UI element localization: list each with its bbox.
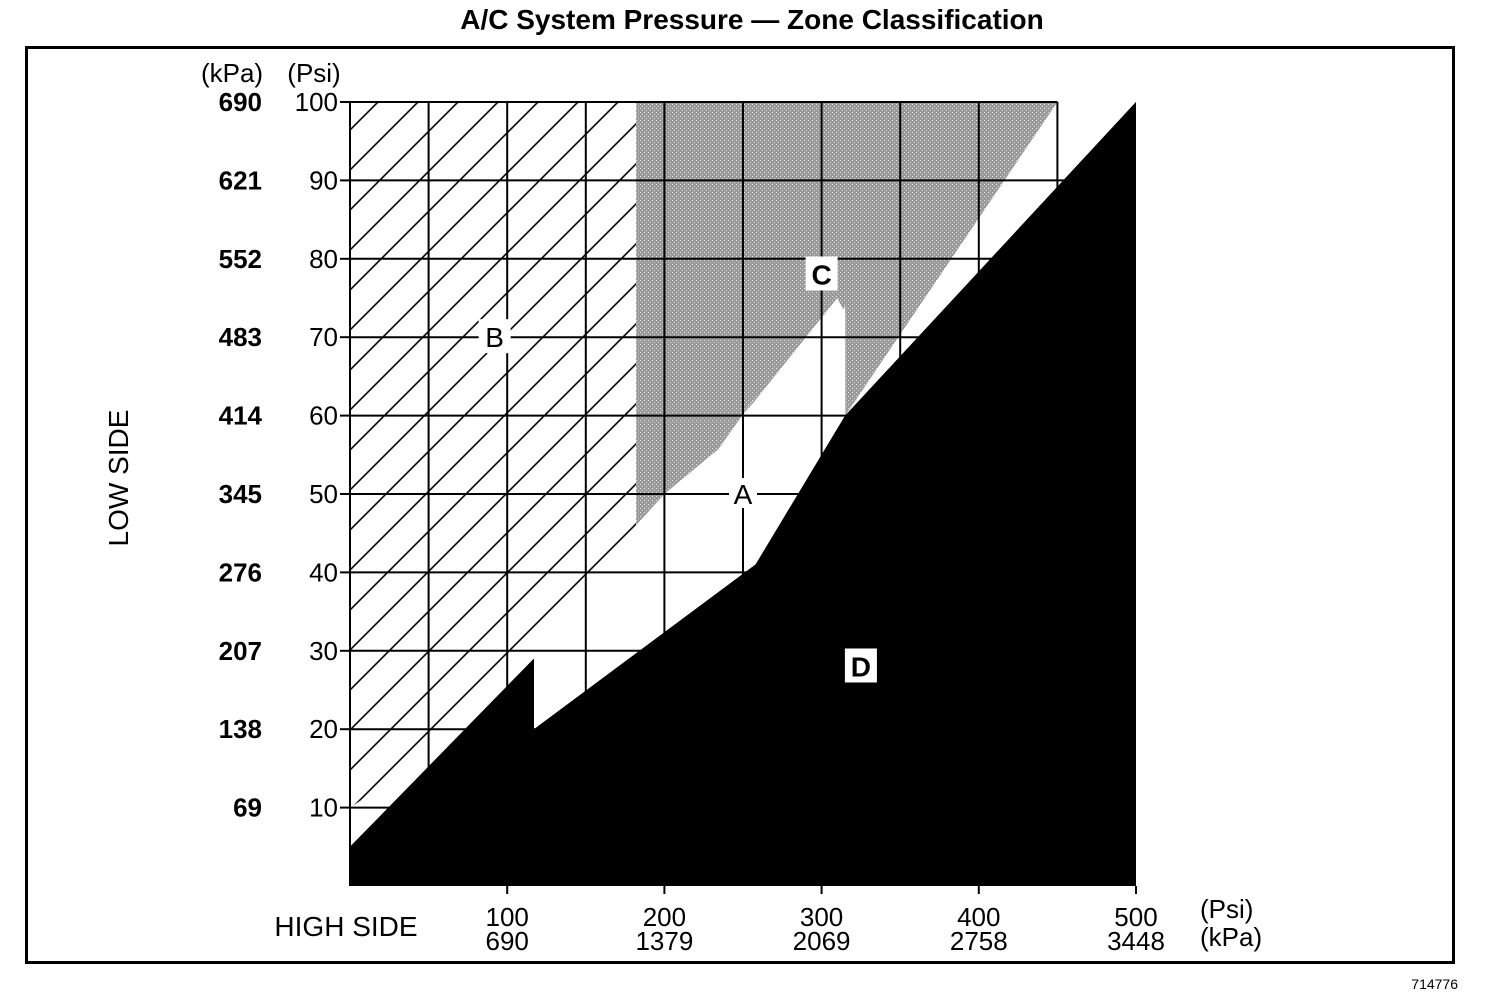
y-tick-label-psi: 30 (309, 636, 338, 666)
y-axis-title: LOW SIDE (103, 410, 134, 547)
y-tick-label-kpa: 690 (219, 87, 262, 117)
x-unit-kpa: (kPa) (1200, 922, 1262, 952)
y-tick-label-psi: 100 (295, 87, 338, 117)
x-tick-label-psi: 500 (1114, 902, 1157, 932)
chart-title: A/C System Pressure — Zone Classificatio… (460, 4, 1044, 35)
x-tick-label-kpa: 2069 (793, 926, 851, 956)
x-tick-label-kpa: 2758 (950, 926, 1008, 956)
zone-label-box (729, 478, 757, 508)
y-tick-label-psi: 60 (309, 401, 338, 431)
x-tick-label-kpa: 690 (486, 926, 529, 956)
y-tick-label-kpa: 69 (233, 793, 262, 823)
y-unit-kpa: (kPa) (201, 58, 263, 88)
y-tick-label-kpa: 345 (219, 479, 262, 509)
y-unit-psi: (Psi) (287, 58, 340, 88)
zone-label-a: A (734, 479, 753, 510)
labels-layer: 1006909062180552704836041450345402763020… (103, 58, 1262, 956)
y-tick-label-kpa: 207 (219, 636, 262, 666)
y-tick-label-psi: 90 (309, 165, 338, 195)
figure-id: 714776 (1411, 976, 1458, 992)
zone-b-area (350, 102, 637, 808)
zone-label-box (478, 319, 511, 354)
y-tick-label-psi: 80 (309, 244, 338, 274)
y-tick-label-psi: 50 (309, 479, 338, 509)
y-tick-label-psi: 40 (309, 557, 338, 587)
zone-a-area (428, 298, 846, 777)
y-tick-label-psi: 10 (309, 793, 338, 823)
y-tick-label-psi: 20 (309, 714, 338, 744)
y-tick-label-kpa: 414 (219, 401, 263, 431)
x-tick-label-psi: 200 (643, 902, 686, 932)
y-tick-label-kpa: 276 (219, 557, 262, 587)
zone-label-box (844, 648, 877, 683)
zone-label-d: D (851, 651, 871, 682)
x-tick-label-psi: 400 (957, 902, 1000, 932)
x-tick-label-kpa: 1379 (635, 926, 693, 956)
y-tick-label-kpa: 138 (219, 714, 262, 744)
zone-label-c: C (811, 259, 831, 290)
y-tick-label-kpa: 621 (219, 165, 262, 195)
y-tick-label-psi: 70 (309, 322, 338, 352)
y-tick-label-kpa: 483 (219, 322, 262, 352)
x-tick-label-kpa: 3448 (1107, 926, 1165, 956)
zone-label-box (805, 256, 838, 291)
zone-d-overlay (350, 102, 1136, 886)
zone-label-b: B (485, 322, 504, 353)
x-tick-label-psi: 300 (800, 902, 843, 932)
x-tick-label-psi: 100 (486, 902, 529, 932)
grid-layer (340, 101, 1137, 894)
y-tick-label-kpa: 552 (219, 244, 262, 274)
chart-frame (25, 46, 1455, 964)
x-unit-psi: (Psi) (1200, 894, 1253, 924)
x-axis-title: HIGH SIDE (274, 911, 417, 942)
